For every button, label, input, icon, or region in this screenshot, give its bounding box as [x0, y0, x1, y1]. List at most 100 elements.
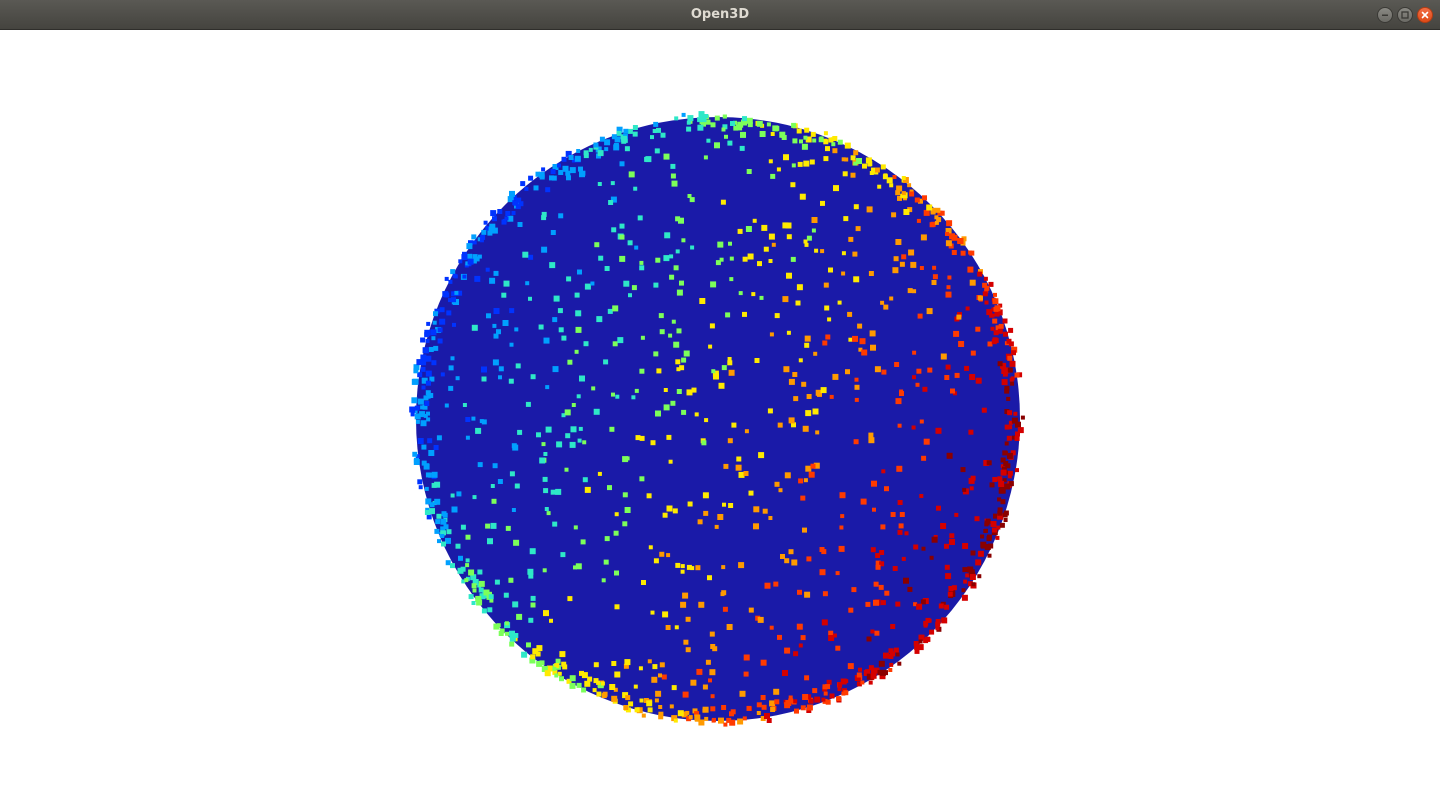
point — [733, 125, 739, 131]
point — [768, 159, 773, 164]
point — [509, 641, 515, 647]
point — [430, 329, 437, 336]
point — [768, 259, 773, 263]
point — [434, 498, 441, 505]
point — [790, 256, 796, 262]
point — [858, 347, 863, 352]
point — [881, 369, 887, 375]
point — [584, 486, 591, 493]
point — [425, 472, 431, 478]
point — [424, 332, 430, 338]
point — [829, 693, 835, 699]
point — [742, 716, 747, 721]
point — [867, 161, 873, 167]
point — [536, 432, 541, 438]
point — [464, 578, 469, 583]
point — [663, 404, 670, 411]
point — [784, 472, 791, 479]
point — [623, 663, 629, 669]
point — [654, 148, 660, 154]
point — [743, 654, 750, 661]
point — [872, 507, 876, 512]
point — [791, 422, 796, 428]
point — [691, 387, 697, 393]
point — [528, 573, 534, 579]
point — [969, 279, 976, 286]
point — [993, 306, 999, 312]
point — [663, 153, 670, 160]
point — [721, 127, 726, 132]
point — [951, 585, 957, 591]
point — [675, 216, 681, 222]
point — [1000, 464, 1005, 469]
point-cloud-canvas[interactable] — [0, 30, 1440, 810]
minimize-button[interactable] — [1377, 7, 1393, 23]
point — [802, 425, 809, 432]
point — [487, 230, 493, 236]
point — [743, 471, 749, 476]
point — [509, 190, 515, 197]
point — [650, 135, 654, 140]
point — [920, 234, 927, 241]
point — [871, 480, 877, 487]
point — [921, 546, 926, 551]
point — [988, 543, 994, 549]
point — [564, 409, 571, 416]
point — [948, 586, 954, 591]
point — [995, 535, 1000, 540]
point — [729, 277, 734, 282]
point — [494, 579, 500, 585]
title-bar[interactable]: Open3D — [0, 0, 1440, 30]
point — [800, 635, 806, 641]
point — [950, 388, 955, 394]
point — [770, 707, 776, 712]
point — [549, 175, 554, 181]
point — [940, 353, 947, 360]
3d-viewport[interactable] — [0, 30, 1440, 810]
point — [696, 668, 703, 675]
point — [981, 407, 987, 413]
point — [476, 599, 483, 606]
point — [481, 366, 487, 373]
point — [895, 601, 901, 607]
point — [835, 645, 841, 651]
point — [671, 685, 677, 691]
point — [839, 492, 846, 499]
point — [935, 621, 941, 627]
point — [552, 317, 558, 323]
point — [488, 226, 494, 232]
point — [804, 127, 810, 133]
point — [566, 175, 571, 181]
point — [471, 258, 477, 264]
point — [760, 716, 766, 721]
point — [410, 412, 415, 417]
point — [637, 215, 643, 221]
point — [610, 181, 615, 186]
point — [1007, 474, 1012, 479]
point — [997, 513, 1004, 520]
point — [477, 254, 482, 259]
point — [552, 669, 558, 675]
point — [669, 254, 674, 259]
point — [875, 560, 881, 566]
point — [935, 427, 942, 434]
close-button[interactable] — [1417, 7, 1433, 23]
point — [518, 201, 524, 207]
point — [742, 311, 747, 317]
point — [1008, 420, 1013, 425]
point — [970, 475, 976, 481]
point — [599, 136, 605, 142]
point — [962, 487, 967, 492]
point — [897, 195, 902, 201]
point — [830, 137, 835, 142]
point — [899, 389, 904, 394]
point — [502, 320, 509, 326]
point — [680, 569, 685, 574]
point — [461, 579, 466, 584]
point — [1008, 425, 1013, 430]
point — [505, 211, 511, 216]
point — [694, 717, 699, 722]
maximize-button[interactable] — [1397, 7, 1413, 23]
point — [566, 276, 572, 282]
point — [900, 193, 905, 198]
